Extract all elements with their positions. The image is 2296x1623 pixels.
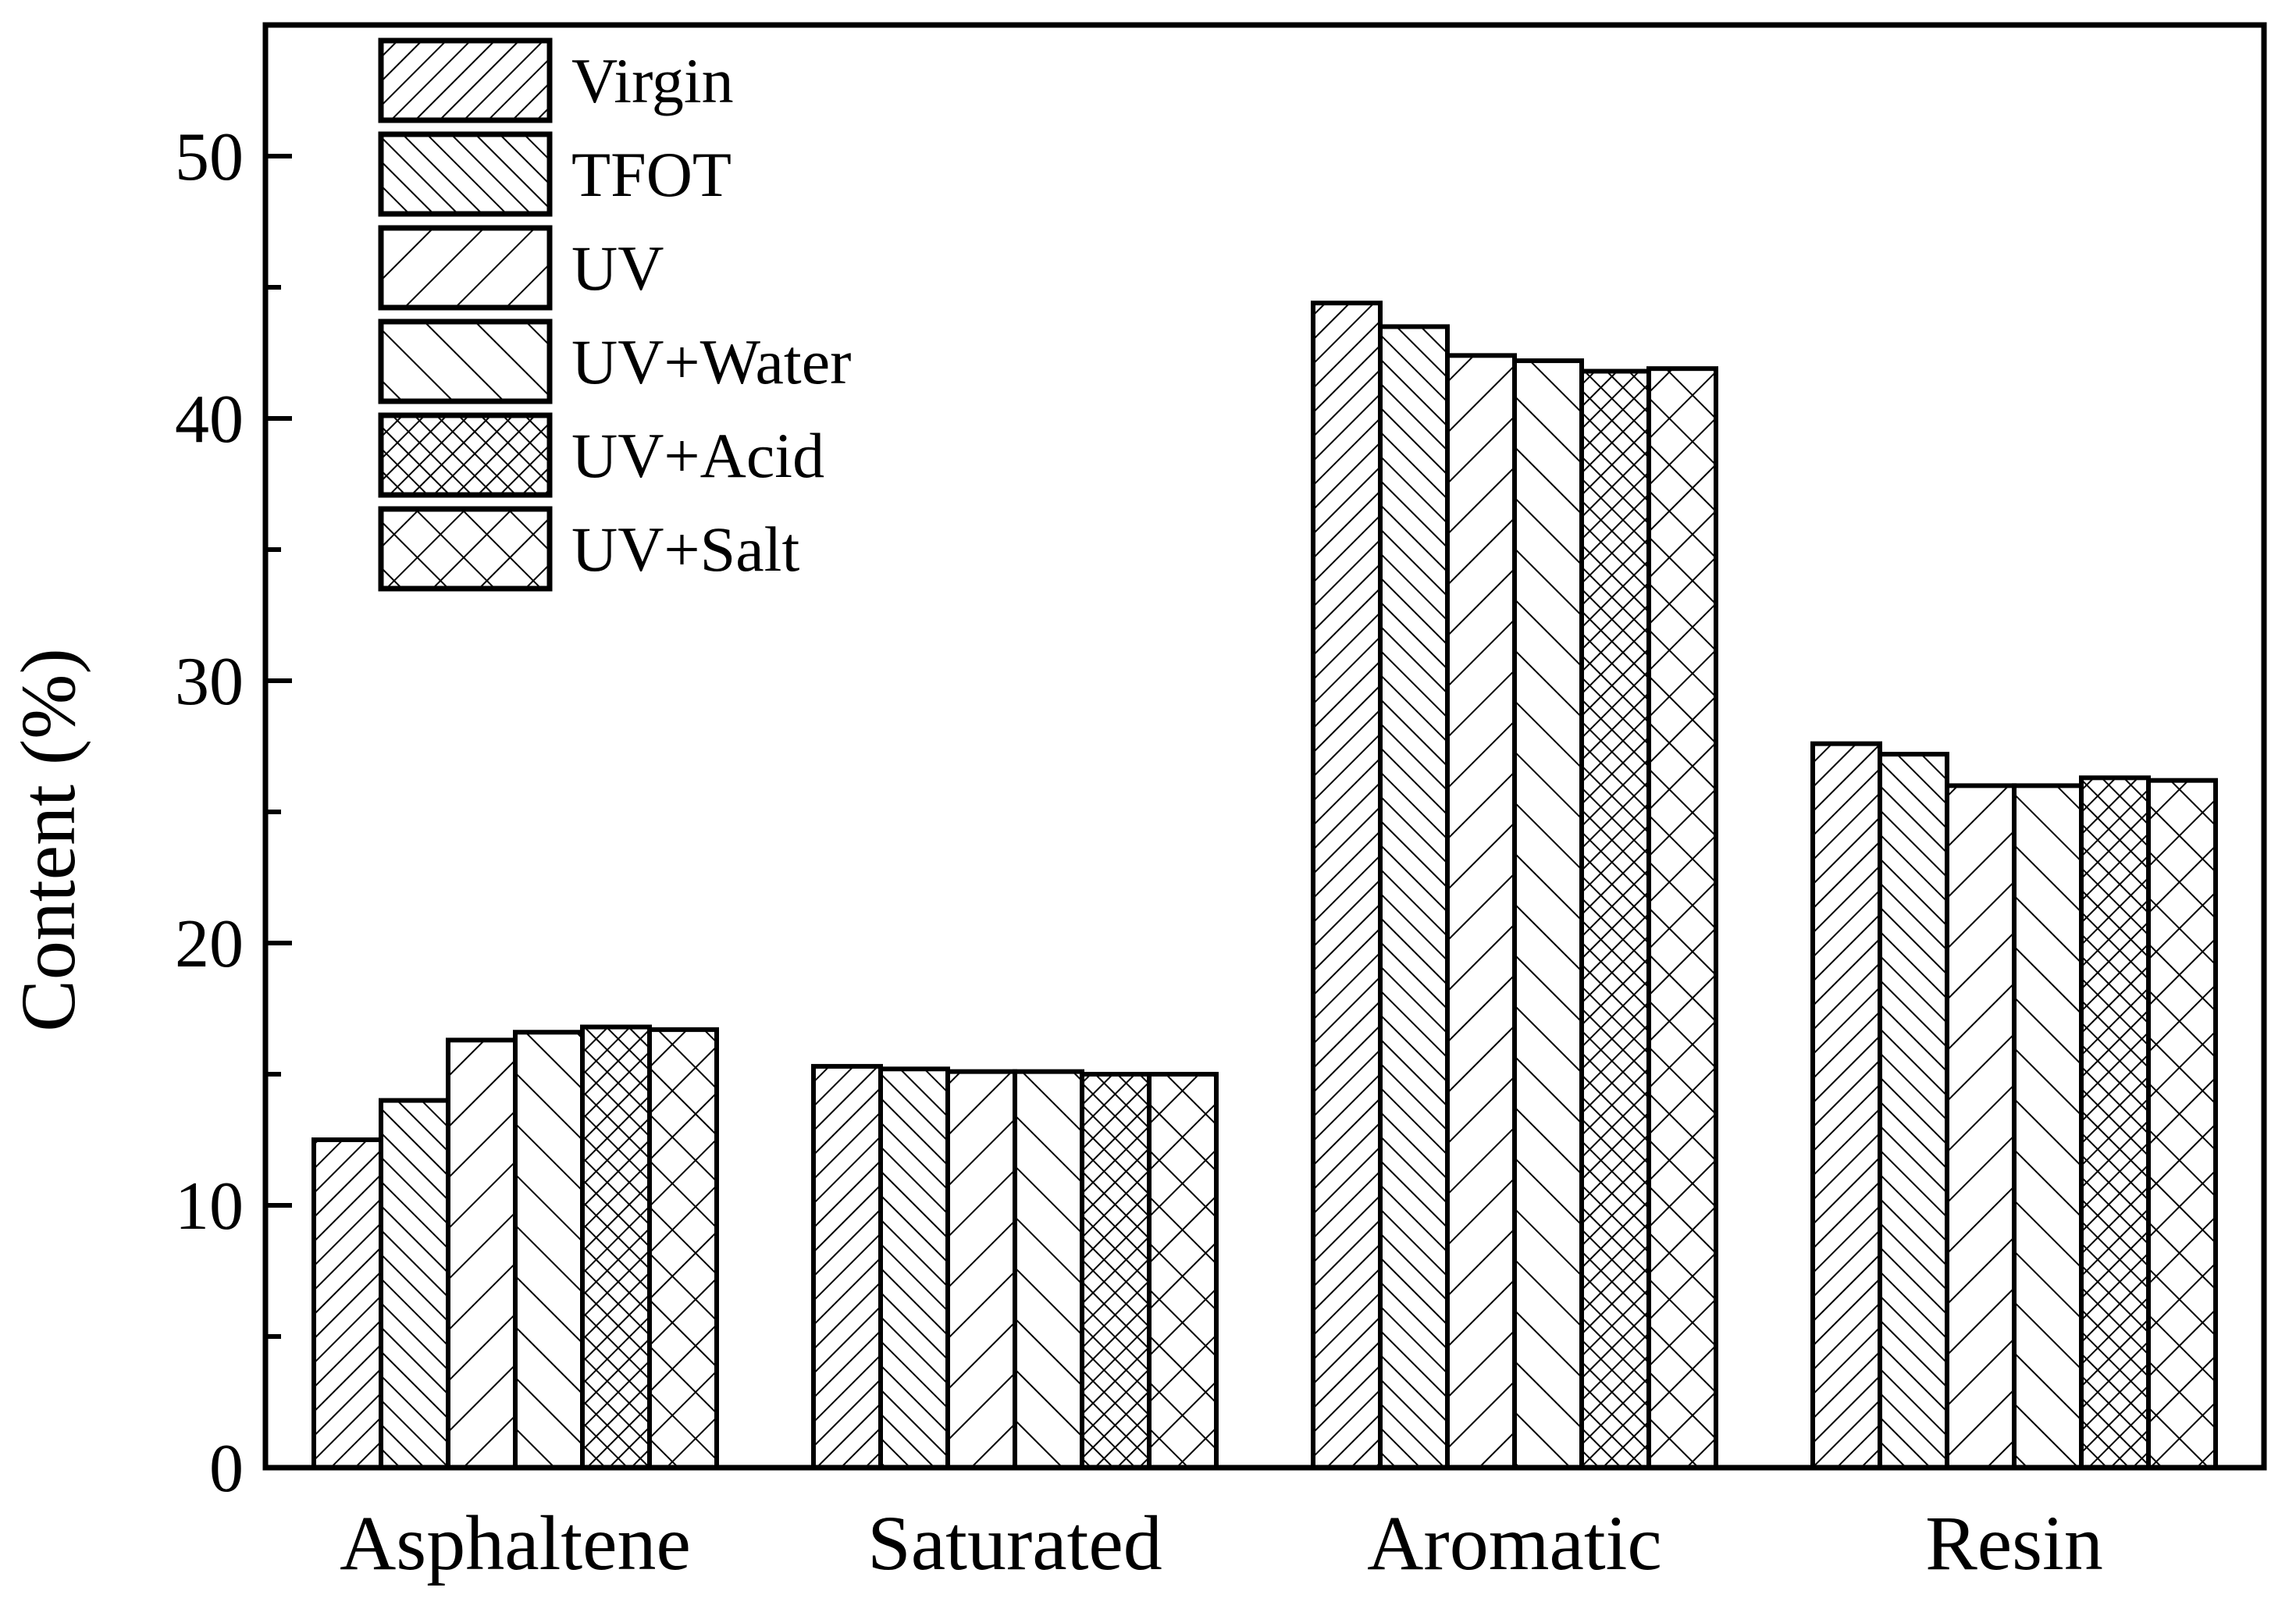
bar-virgin-aromatic: [1311, 301, 1383, 1470]
bar-virgin-saturated: [811, 1063, 883, 1471]
bar-uv-aromatic: [1445, 353, 1517, 1470]
legend-swatch: [378, 506, 553, 592]
bar-tfot-aromatic: [1378, 324, 1450, 1470]
bar-uv-salt-asphaltene: [647, 1027, 719, 1470]
x-category-label: Asphaltene: [340, 1500, 691, 1586]
bar-tfot-resin: [1878, 752, 1949, 1470]
bar-uv-saturated: [945, 1069, 1017, 1470]
bar-virgin-resin: [1810, 741, 1882, 1470]
legend-label: Virgin: [571, 45, 734, 116]
y-tick-label: 30: [175, 644, 244, 720]
bar-uv-salt-resin: [2146, 778, 2218, 1470]
bar-uv-acid-asphaltene: [580, 1024, 652, 1470]
bar-series-group: [311, 301, 2218, 1471]
x-category-label: Saturated: [867, 1500, 1162, 1586]
bar-tfot-saturated: [878, 1066, 950, 1471]
y-axis: 0 10 20 30 40 50: [175, 23, 292, 1507]
x-category-label: Resin: [1925, 1500, 2103, 1586]
y-tick-label: 40: [175, 382, 244, 457]
legend-label: TFOT: [571, 139, 732, 210]
legend: Virgin TFOT UV UV+Water UV+Acid UV+Salt: [378, 37, 851, 592]
bar-uv-water-aromatic: [1512, 358, 1584, 1471]
bar-uv-resin: [1945, 783, 2017, 1470]
bar-uv-acid-saturated: [1080, 1072, 1152, 1470]
y-tick-label: 0: [209, 1431, 244, 1507]
bar-uv-salt-saturated: [1147, 1072, 1219, 1470]
legend-swatch: [378, 37, 553, 123]
legend-label: UV+Acid: [571, 420, 824, 491]
legend-label: UV+Salt: [571, 514, 799, 585]
y-axis-title: Content (%): [5, 648, 91, 1032]
legend-swatch: [378, 412, 553, 498]
legend-swatch: [378, 225, 553, 311]
legend-swatch: [378, 319, 553, 404]
bar-uv-water-resin: [2012, 783, 2084, 1470]
bar-uv-acid-resin: [2079, 775, 2151, 1470]
y-tick-label: 50: [175, 119, 244, 195]
bar-uv-acid-aromatic: [1579, 368, 1651, 1470]
y-tick-label: 10: [175, 1169, 244, 1244]
legend-label: UV: [571, 233, 664, 304]
legend-label: UV+Water: [571, 326, 851, 397]
bar-uv-water-asphaltene: [513, 1030, 585, 1470]
bar-uv-asphaltene: [446, 1038, 518, 1470]
x-axis: Asphaltene Saturated Aromatic Resin: [340, 1500, 2103, 1586]
x-category-label: Aromatic: [1367, 1500, 1662, 1586]
plot-frame: [262, 22, 2267, 1471]
bar-tfot-asphaltene: [379, 1098, 450, 1470]
bar-uv-water-saturated: [1013, 1069, 1084, 1470]
bar-uv-salt-aromatic: [1646, 366, 1718, 1470]
y-tick-label: 20: [175, 906, 244, 982]
legend-swatch: [378, 131, 553, 217]
bar-virgin-asphaltene: [311, 1137, 383, 1470]
